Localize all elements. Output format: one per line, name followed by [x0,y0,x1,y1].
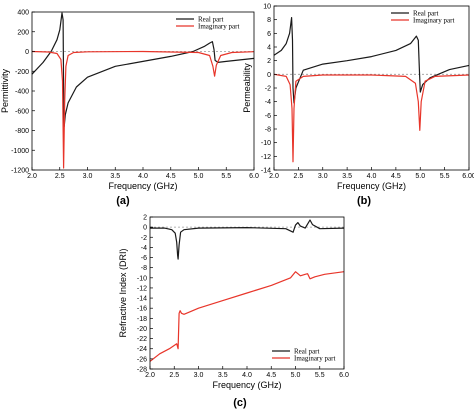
legend-label: Real part [294,348,320,356]
y-tick-label: -800 [15,128,29,135]
x-tick-label: 2.0 [145,372,155,379]
y-tick-label: -400 [15,89,29,96]
y-tick-label: -22 [137,336,147,343]
chart-3: 2.0 2.5 3.0 3.5 4.0 4.5 5.0 5.5 6.0-28-26-24-22-… [118,215,349,410]
legend-label: Real part [198,16,224,24]
x-tick-label: 3.0 [318,173,328,180]
y-tick-label: 2 [267,58,271,65]
series-line-imaginary [31,50,255,169]
y-tick-label: -6 [141,255,147,262]
x-tick-label: 4.0 [138,173,148,180]
y-tick-label: -2 [141,235,147,242]
x-tick-label: 3.5 [342,173,352,180]
x-tick-label: 2.5 [169,372,179,379]
y-tick-label: -6 [265,113,271,120]
x-tick-label: 2.5 [55,173,65,180]
y-tick-label: 400 [17,10,29,17]
series-line-real [273,17,470,104]
y-tick-label: -12 [137,285,147,292]
y-tick-label: -10 [137,275,147,282]
y-tick-label: -600 [15,108,29,115]
y-tick-label: -8 [141,265,147,272]
y-tick-label: -14 [137,296,147,303]
chart-1: 2.0 2.5 3.0 3.5 4.0 4.5 5.0 5.5 6.0 -1200 -1000 -80… [0,10,259,208]
y-tick-label: -2 [265,86,271,93]
y-tick-label: 6 [267,31,271,38]
series-line-imaginary [273,73,470,163]
y-tick-label: -20 [137,326,147,333]
x-tick-label: 5.5 [440,173,450,180]
x-tick-label: 5.0 [194,173,204,180]
y-tick-label: -14 [261,168,271,175]
x-tick-label: 6.0 [339,372,349,379]
y-tick-label: 10 [263,4,271,11]
y-tick-label: -18 [137,316,147,323]
x-tick-label: 2.0 [269,173,279,180]
x-axis-label: Frequency (GHz) [108,181,177,191]
x-tick-label: 6.0 [249,173,259,180]
y-tick-label: 4 [267,45,271,52]
x-tick-label: 3.5 [110,173,120,180]
x-tick-label: 5.5 [315,372,325,379]
x-tick-label: 4.0 [242,372,252,379]
y-axis-label: Refractive Index (DRI) [118,248,128,337]
series-line-real [31,12,255,128]
x-tick-label: 3.0 [194,372,204,379]
x-tick-label: 4.5 [166,173,176,180]
x-tick-label: 5.0 [415,173,425,180]
y-tick-label: -10 [261,140,271,147]
x-tick-label: 5.0 [291,372,301,379]
legend-label: Imaginary part [198,23,239,31]
y-tick-label: -12 [261,154,271,161]
legend-label: Imaginary part [294,355,335,363]
y-tick-label: -28 [137,367,147,374]
panel-label: (a) [116,195,130,207]
y-tick-label: 0 [25,49,29,56]
x-tick-label: 3.0 [83,173,93,180]
x-axis-label: Frequency (GHz) [337,181,406,191]
y-tick-label: -1200 [11,168,29,175]
y-tick-label: -24 [137,346,147,353]
x-tick-label: 6.00 [462,173,474,180]
legend-label: Real part [413,10,439,18]
series-line-real [150,219,345,260]
y-axis-label: Permeability [242,63,252,113]
y-tick-label: -26 [137,356,147,363]
series-line-imaginary [149,271,345,362]
y-tick-label: -4 [141,245,147,252]
x-tick-label: 2.5 [294,173,304,180]
y-axis-label: Permittivity [0,69,10,114]
y-tick-label: -16 [137,306,147,313]
y-tick-label: -8 [265,127,271,134]
y-tick-label: -200 [15,69,29,76]
chart-2: 2.0 2.5 3.0 3.5 4.0 4.5 5.0 5.5 6.00-14-12-10-8-… [242,4,474,208]
panel-label: (c) [233,397,247,409]
y-tick-label: 0 [267,72,271,79]
y-tick-label: 0 [143,225,147,232]
x-tick-label: 4.5 [266,372,276,379]
x-tick-label: 4.0 [367,173,377,180]
x-tick-label: 2.0 [27,173,37,180]
x-tick-label: 5.5 [221,173,231,180]
x-axis-label: Frequency (GHz) [212,380,281,390]
x-tick-label: 4.5 [391,173,401,180]
x-tick-label: 3.5 [218,372,228,379]
y-tick-label: -1000 [11,148,29,155]
y-tick-label: 2 [143,215,147,222]
plot-frame [273,5,470,171]
panel-label: (b) [357,195,371,207]
y-tick-label: 200 [17,29,29,36]
y-tick-label: 8 [267,17,271,24]
legend-label: Imaginary part [413,17,454,25]
y-tick-label: -4 [265,99,271,106]
